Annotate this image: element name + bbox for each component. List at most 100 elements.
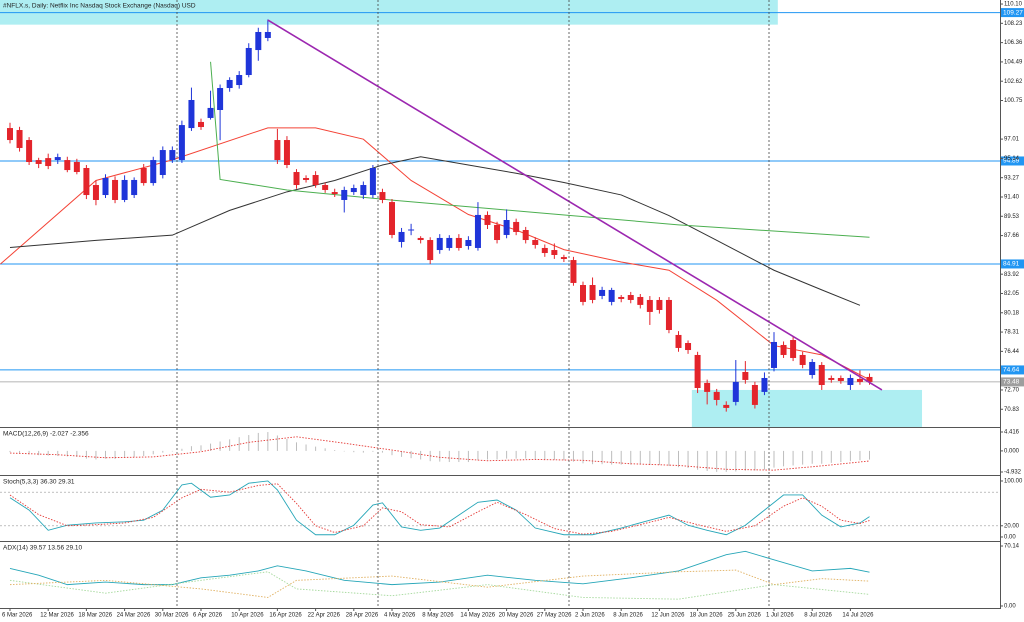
indicator-line (9, 480, 870, 536)
candle-body (627, 295, 634, 300)
y-tick-label: 70.14 (1004, 544, 1020, 550)
candle-body (7, 128, 13, 141)
y-tick-label: 104.49 (1004, 59, 1023, 65)
histogram-bar (611, 450, 613, 465)
current-price-box (1001, 377, 1024, 387)
histogram-bar (754, 450, 756, 471)
x-tick-label: 12 Jun 2026 (651, 613, 685, 619)
histogram-bar (649, 450, 651, 466)
histogram-bar (28, 450, 30, 455)
histogram-bar (821, 450, 823, 464)
candle-body (532, 240, 539, 245)
candle-body (236, 75, 243, 86)
candle-body (427, 240, 434, 261)
candle-body (780, 344, 787, 355)
histogram-bar (620, 450, 622, 465)
y-tick-label: 100.75 (1004, 98, 1023, 104)
candle-body (350, 188, 357, 193)
histogram-bar (725, 450, 727, 472)
histogram-bar (525, 450, 527, 459)
x-tick-label: 2 Jun 2026 (575, 613, 605, 619)
zone (691, 389, 923, 427)
y-tick-label: 102.62 (1004, 79, 1023, 85)
price-label-box (1001, 8, 1024, 18)
candle-body (64, 160, 71, 171)
x-tick-label: 12 Mar 2026 (40, 613, 74, 619)
histogram-bar (381, 450, 383, 453)
histogram-bar (639, 450, 641, 465)
histogram-bar (849, 450, 851, 462)
price-label: 74.64 (1003, 367, 1020, 374)
x-tick-label: 25 Jun 2026 (728, 613, 762, 619)
current-price-label: 73.48 (1003, 379, 1020, 386)
histogram-bar (668, 450, 670, 466)
histogram-bar (343, 450, 345, 452)
histogram-bar (248, 435, 250, 451)
candle-body (102, 178, 109, 196)
candle-body (809, 361, 816, 375)
y-tick-label: 97.01 (1004, 137, 1020, 143)
candle-body (694, 354, 701, 388)
histogram-bar (515, 450, 517, 459)
histogram-bar (716, 450, 718, 472)
candle-body (818, 364, 825, 386)
candle-body (656, 299, 663, 310)
x-tick-label: 14 May 2026 (460, 613, 495, 619)
y-tick-label: 87.66 (1004, 233, 1020, 239)
panels (0, 0, 1000, 600)
candle-body (198, 121, 204, 128)
candle-body (513, 221, 520, 232)
candle-body (322, 185, 329, 190)
candle-body (646, 299, 653, 312)
candle-body (389, 202, 395, 235)
histogram-bar (496, 450, 498, 460)
candle-body (436, 237, 443, 251)
histogram-bar (735, 450, 737, 472)
histogram-bar (57, 450, 59, 457)
x-tick-label: 14 Jul 2026 (842, 613, 874, 619)
indicator-line (0, 127, 870, 381)
x-tick-label: 20 May 2026 (499, 613, 534, 619)
candle-body (131, 179, 138, 196)
histogram-bar (66, 450, 68, 457)
histogram-bar (592, 450, 594, 465)
price-label: 84.91 (1003, 261, 1020, 268)
y-tick-label: 95.14 (1004, 156, 1020, 162)
candle-body (408, 229, 415, 231)
x-tick-label: 1 Jul 2026 (766, 613, 794, 619)
candle-body (685, 343, 692, 351)
histogram-bar (601, 450, 603, 465)
indicator-line (9, 571, 870, 600)
histogram-bar (630, 450, 632, 465)
candle-body (847, 377, 854, 386)
candle-body (35, 160, 42, 164)
histogram-bar (448, 450, 450, 463)
histogram-bar (439, 450, 441, 462)
candle-body (217, 88, 224, 111)
candle-body (637, 296, 644, 305)
histogram-bar (152, 450, 154, 455)
histogram-bar (372, 450, 374, 452)
price-label-box (1001, 259, 1024, 269)
histogram-bar (410, 450, 412, 459)
candle-body (45, 158, 52, 167)
y-tick-label: 89.53 (1004, 214, 1020, 220)
candle-body (140, 167, 147, 184)
candle-body (761, 377, 768, 392)
y-tick-label: 110.10 (1004, 2, 1023, 8)
price-label: 94.89 (1003, 158, 1020, 165)
histogram-bar (678, 450, 679, 468)
panel-title: ADX(14) 39.57 13.56 29.10 (3, 545, 83, 552)
histogram-bar (869, 450, 870, 460)
candle-body (771, 341, 777, 368)
candle-body (417, 237, 424, 241)
y-tick-label: 72.70 (1004, 388, 1020, 394)
y-tick-label: 100.00 (1004, 479, 1023, 485)
candle-body (522, 230, 529, 241)
x-tick-label: 22 Apr 2026 (308, 613, 341, 619)
candle-body (474, 214, 481, 248)
x-tick-label: 8 Jul 2026 (804, 613, 832, 619)
candle-body (369, 167, 376, 196)
candle-body (828, 377, 835, 380)
